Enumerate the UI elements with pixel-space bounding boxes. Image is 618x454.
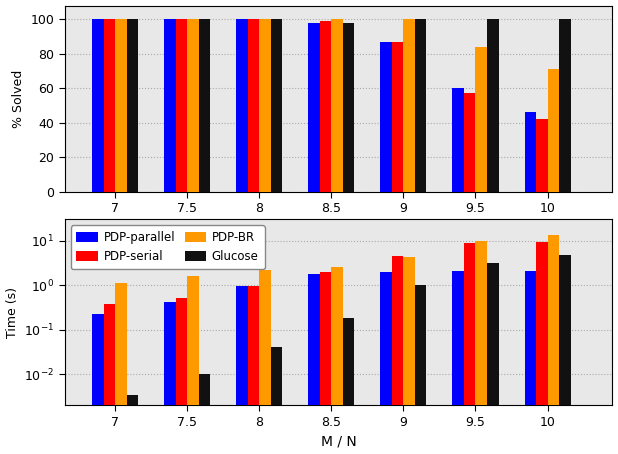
Bar [415,285,426,454]
Bar [392,42,404,192]
Bar [236,20,248,192]
Bar [404,20,415,192]
Bar [487,262,499,454]
Bar [380,42,392,192]
Bar [176,298,187,454]
Bar [320,272,331,454]
Bar [308,23,320,192]
Legend: PDP-parallel, PDP-serial, PDP-BR, Glucose: PDP-parallel, PDP-serial, PDP-BR, Glucos… [70,225,265,269]
Bar [115,283,127,454]
Bar [164,20,176,192]
X-axis label: M / N: M / N [321,434,357,449]
Bar [92,20,104,192]
Bar [452,88,464,192]
Bar [343,318,354,454]
Bar [380,272,392,454]
Bar [525,113,536,192]
Bar [452,271,464,454]
Bar [199,374,210,454]
Bar [127,395,138,454]
Bar [331,267,343,454]
Bar [320,21,331,192]
Bar [259,20,271,192]
Bar [559,255,570,454]
Bar [271,346,282,454]
Bar [415,20,426,192]
Bar [176,20,187,192]
Bar [475,241,487,454]
Bar [475,47,487,192]
Bar [536,242,548,454]
Bar [331,20,343,192]
Bar [104,304,115,454]
Bar [525,271,536,454]
Bar [259,270,271,454]
Bar [127,20,138,192]
Bar [343,23,354,192]
Bar [187,276,199,454]
Bar [487,20,499,192]
Bar [464,242,475,454]
Bar [308,274,320,454]
Bar [464,94,475,192]
Bar [559,20,570,192]
Bar [548,236,559,454]
Bar [115,20,127,192]
Bar [164,302,176,454]
Bar [548,69,559,192]
Bar [271,20,282,192]
Bar [104,20,115,192]
Y-axis label: % Solved: % Solved [12,69,25,128]
Bar [248,286,259,454]
Bar [248,20,259,192]
Bar [187,20,199,192]
Bar [536,119,548,192]
Bar [236,286,248,454]
Bar [199,20,210,192]
Y-axis label: Time (s): Time (s) [6,287,19,338]
Bar [392,256,404,454]
Bar [92,315,104,454]
Bar [404,257,415,454]
